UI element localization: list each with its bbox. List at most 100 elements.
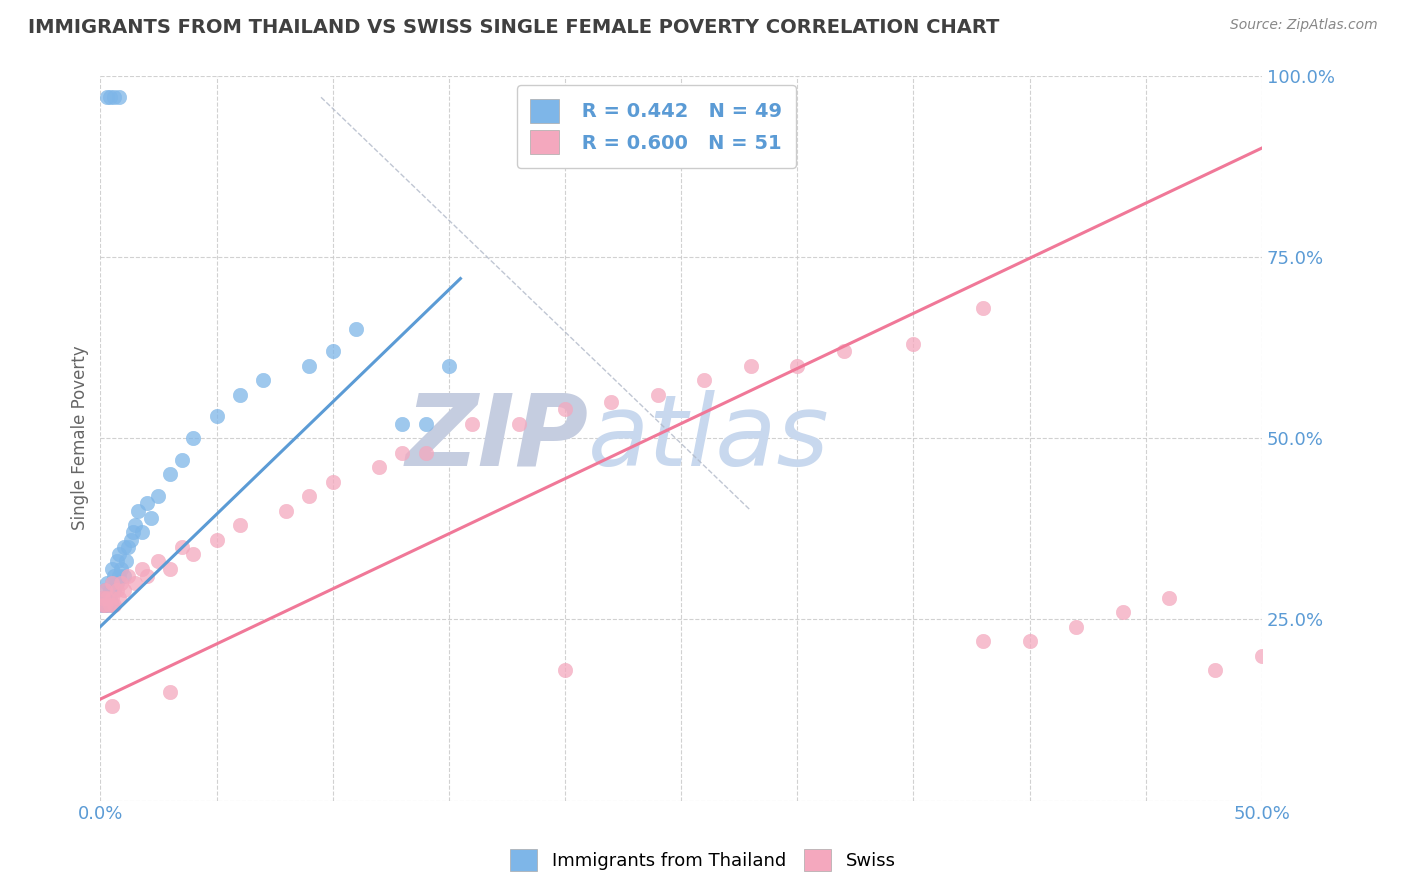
- Point: [1018, 634, 1040, 648]
- Point: [112, 569, 135, 583]
- Point: [117, 569, 139, 583]
- Point: [103, 569, 125, 583]
- Point: [135, 569, 157, 583]
- Point: [148, 554, 170, 568]
- Point: [122, 525, 145, 540]
- Point: [94, 583, 117, 598]
- Point: [786, 359, 808, 373]
- Point: [101, 576, 124, 591]
- Point: [91, 591, 114, 605]
- Point: [903, 336, 925, 351]
- Point: [131, 561, 153, 575]
- Point: [96, 576, 118, 591]
- Point: [159, 561, 181, 575]
- Point: [96, 591, 118, 605]
- Point: [159, 685, 181, 699]
- Point: [205, 533, 228, 547]
- Point: [1111, 605, 1133, 619]
- Point: [124, 576, 146, 591]
- Point: [98, 90, 121, 104]
- Point: [832, 344, 855, 359]
- Point: [91, 598, 114, 612]
- Point: [115, 554, 138, 568]
- Text: ZIP: ZIP: [405, 390, 588, 486]
- Point: [103, 90, 125, 104]
- Point: [391, 417, 413, 431]
- Point: [298, 489, 321, 503]
- Point: [141, 511, 163, 525]
- Point: [148, 489, 170, 503]
- Point: [229, 518, 252, 533]
- Point: [1251, 648, 1274, 663]
- Legend: Immigrants from Thailand, Swiss: Immigrants from Thailand, Swiss: [503, 842, 903, 879]
- Point: [127, 503, 149, 517]
- Point: [117, 540, 139, 554]
- Point: [108, 90, 131, 104]
- Point: [437, 359, 460, 373]
- Point: [91, 591, 114, 605]
- Point: [693, 373, 716, 387]
- Point: [181, 547, 204, 561]
- Point: [205, 409, 228, 424]
- Point: [101, 576, 124, 591]
- Point: [91, 598, 114, 612]
- Text: IMMIGRANTS FROM THAILAND VS SWISS SINGLE FEMALE POVERTY CORRELATION CHART: IMMIGRANTS FROM THAILAND VS SWISS SINGLE…: [28, 18, 1000, 37]
- Point: [368, 460, 391, 475]
- Point: [108, 569, 131, 583]
- Point: [159, 467, 181, 482]
- Y-axis label: Single Female Poverty: Single Female Poverty: [72, 346, 89, 531]
- Point: [103, 583, 125, 598]
- Point: [135, 496, 157, 510]
- Point: [101, 699, 124, 714]
- Point: [461, 417, 484, 431]
- Point: [600, 394, 623, 409]
- Point: [94, 598, 117, 612]
- Legend:  R = 0.442   N = 49,  R = 0.600   N = 51: R = 0.442 N = 49, R = 0.600 N = 51: [516, 86, 796, 168]
- Point: [740, 359, 762, 373]
- Point: [131, 525, 153, 540]
- Point: [112, 583, 135, 598]
- Point: [322, 344, 344, 359]
- Point: [105, 576, 128, 591]
- Point: [105, 554, 128, 568]
- Point: [972, 634, 994, 648]
- Point: [120, 533, 142, 547]
- Point: [170, 452, 193, 467]
- Point: [96, 90, 118, 104]
- Point: [322, 475, 344, 489]
- Point: [1157, 591, 1180, 605]
- Point: [1064, 619, 1087, 633]
- Point: [415, 417, 437, 431]
- Point: [108, 547, 131, 561]
- Point: [101, 598, 124, 612]
- Point: [98, 591, 121, 605]
- Point: [252, 373, 274, 387]
- Point: [276, 503, 298, 517]
- Point: [170, 540, 193, 554]
- Point: [554, 663, 576, 677]
- Text: Source: ZipAtlas.com: Source: ZipAtlas.com: [1230, 18, 1378, 32]
- Point: [96, 591, 118, 605]
- Point: [508, 417, 530, 431]
- Point: [344, 322, 367, 336]
- Point: [94, 583, 117, 598]
- Point: [101, 561, 124, 575]
- Point: [124, 518, 146, 533]
- Point: [229, 387, 252, 401]
- Point: [94, 598, 117, 612]
- Point: [110, 561, 132, 575]
- Point: [1204, 663, 1226, 677]
- Point: [96, 598, 118, 612]
- Point: [298, 359, 321, 373]
- Point: [554, 402, 576, 417]
- Point: [391, 445, 413, 459]
- Point: [98, 583, 121, 598]
- Point: [101, 591, 124, 605]
- Point: [94, 591, 117, 605]
- Point: [647, 387, 669, 401]
- Text: atlas: atlas: [588, 390, 830, 486]
- Point: [112, 540, 135, 554]
- Point: [181, 431, 204, 445]
- Point: [972, 301, 994, 315]
- Point: [91, 598, 114, 612]
